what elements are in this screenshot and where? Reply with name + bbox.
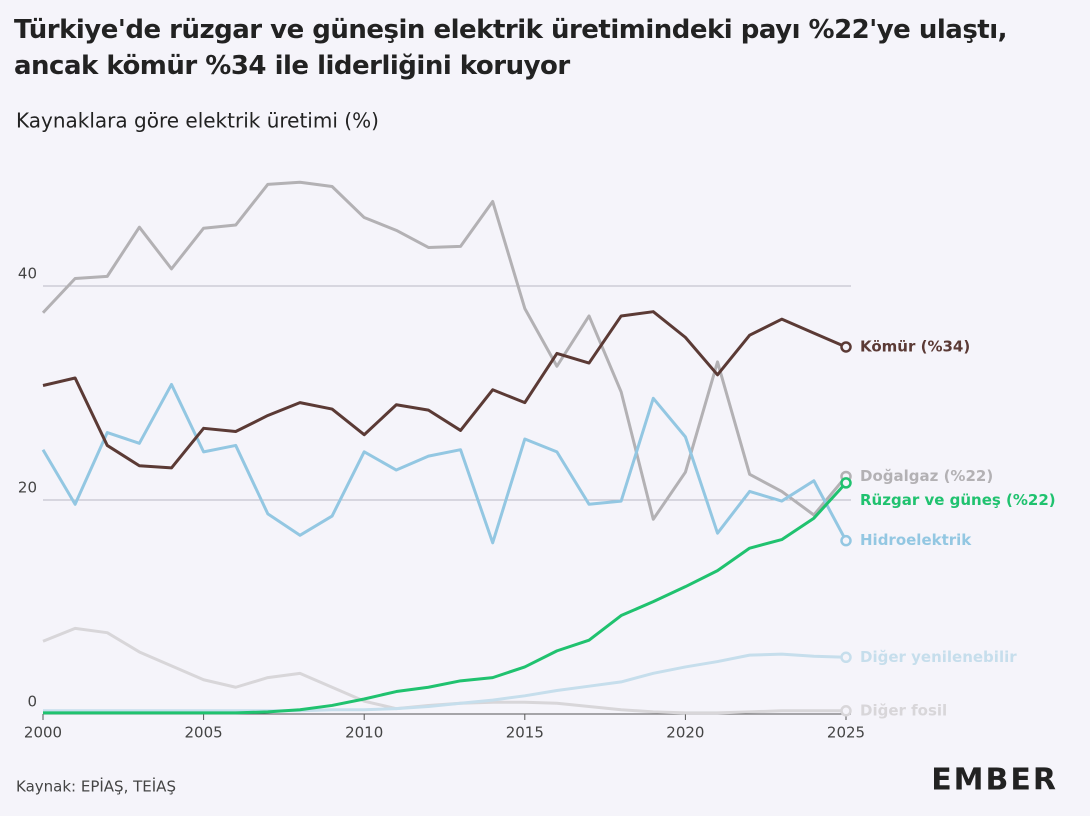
y-tick-label: 20 [18,479,37,497]
series-label: Diğer fosil [860,701,947,719]
x-tick-label: 2025 [827,724,865,742]
end-marker [840,341,852,353]
series-label: Hidroelektrik [860,531,972,549]
x-tick-label: 2000 [24,724,62,742]
series-line [43,652,847,713]
end-marker [840,477,852,489]
chart-subtitle: Kaynaklara göre elektrik üretimi (%) [16,109,379,133]
logo: EMBER [931,763,1058,798]
series-line [43,481,848,715]
series-label: Rüzgar ve güneş (%22) [860,491,1056,509]
x-tick-label: 2010 [345,724,383,742]
chart-title: Türkiye'de rüzgar ve güneşin elektrik ür… [14,15,1008,81]
end-marker [840,705,852,717]
series-label: Doğalgaz (%22) [860,467,993,485]
title-box: Türkiye'de rüzgar ve güneşin elektrik ür… [14,15,1008,81]
series-line [42,310,847,470]
end-marker [840,651,852,664]
x-tick-label: 2005 [185,724,223,742]
x-tick-label: 2020 [666,724,704,742]
series-line [41,382,848,545]
x-tick-label: 2015 [506,724,544,742]
y-tick-label: 0 [27,693,37,711]
series-label: Diğer yenilenebilir [860,648,1017,666]
end-marker [840,534,852,547]
source: Kaynak: EPİAŞ, TEİAŞ [16,777,176,796]
series-line [41,180,848,521]
series-label: Kömür (%34) [860,337,970,355]
y-tick-label: 40 [18,265,37,283]
